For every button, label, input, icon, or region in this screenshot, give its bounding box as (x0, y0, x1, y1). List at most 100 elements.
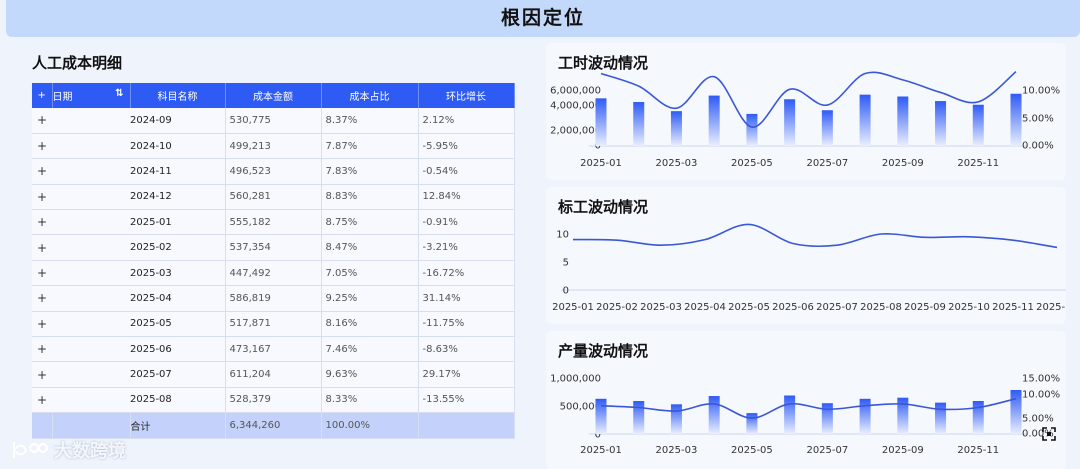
y-left-tick-label: 6,000,000 (550, 86, 601, 97)
bar[interactable] (746, 113, 758, 146)
expand-icon[interactable] (1040, 427, 1058, 445)
bar[interactable] (1010, 390, 1022, 434)
y-left-tick-label: 1,000,000 (550, 374, 601, 385)
table-row[interactable]: +2025-08 528,379 8.33% -13.55% (32, 387, 515, 414)
table-row[interactable]: +2024-12 560,281 8.83% 12.84% (32, 184, 515, 211)
bar[interactable] (821, 403, 833, 434)
y-left-tick-label: 500,000 (560, 402, 601, 413)
expand-row-button[interactable]: + (32, 234, 52, 261)
output-chart-title: 产量波动情况 (558, 342, 649, 360)
bar[interactable] (897, 96, 909, 147)
bar[interactable] (708, 95, 720, 146)
bar[interactable] (859, 94, 871, 146)
cell-name (52, 108, 130, 134)
sort-icon[interactable]: ⇅ (115, 88, 124, 99)
cell-amount: 517,871 (225, 311, 322, 338)
bar[interactable] (935, 101, 947, 146)
expand-all-button[interactable]: + (32, 83, 53, 108)
bar[interactable] (784, 99, 796, 146)
cell-date: 2024-09 (130, 108, 226, 134)
column-cost-ratio[interactable]: 成本占比 (321, 83, 419, 108)
x-tick-label: 2025-10 (948, 302, 990, 313)
cell-amount: 473,167 (225, 336, 322, 363)
cell-name (52, 260, 130, 287)
series-line (572, 223, 1058, 249)
table-row[interactable]: +2024-11 496,523 7.83% -0.54% (32, 158, 515, 185)
table-row[interactable]: +2024-10 499,213 7.87% -5.95% (32, 133, 515, 160)
cell-name (52, 209, 130, 236)
bar[interactable] (670, 404, 682, 434)
bar[interactable] (670, 111, 682, 146)
expand-row-button[interactable]: + (32, 311, 52, 338)
column-cost-amount[interactable]: 成本金额 (225, 83, 322, 108)
expand-row-button[interactable]: + (32, 133, 52, 160)
brand-name: 大数跨境 (54, 441, 126, 462)
bar[interactable] (897, 397, 909, 434)
work-hours-chart-title: 工时波动情况 (558, 54, 649, 72)
cell-amount: 586,819 (225, 285, 322, 312)
cell-name (52, 158, 130, 185)
cell-ratio: 8.33% (321, 387, 419, 414)
y-left-tick-label: 4,000,000 (550, 101, 601, 112)
x-tick-label: 2025-03 (656, 158, 698, 169)
bar[interactable] (935, 402, 947, 434)
bar[interactable] (859, 398, 871, 434)
bar[interactable] (708, 396, 720, 434)
cell-amount: 499,213 (225, 133, 322, 160)
bar[interactable] (821, 110, 833, 146)
bar[interactable] (633, 401, 645, 434)
cell-ratio: 7.83% (321, 158, 419, 185)
cell-date: 2025-03 (130, 260, 226, 287)
cell-name (52, 133, 130, 160)
expand-row-button[interactable]: + (32, 209, 52, 236)
expand-row-button[interactable]: + (32, 361, 52, 388)
table-header-row: + 日期 ⇅ 科目名称 成本金额 成本占比 环比增长 (32, 83, 515, 108)
table-row[interactable]: +2025-03 447,492 7.05% -16.72% (32, 260, 515, 287)
expand-row-button[interactable]: + (32, 184, 52, 211)
standard-hours-chart-card: 10 5 0 2025-01 2025-02 2025-03 2025-04 2025-05 2… (546, 187, 1066, 324)
bar[interactable] (633, 102, 645, 146)
y-right-tick-label: 5.00% (1022, 414, 1054, 425)
bar[interactable] (972, 401, 984, 434)
bar[interactable] (784, 395, 796, 435)
table-row[interactable]: +2025-01 555,182 8.75% -0.91% (32, 209, 515, 236)
cell-date: 2024-12 (130, 184, 226, 211)
brand-watermark: 大数跨境 (10, 437, 126, 463)
table-row[interactable]: +2025-05 517,871 8.16% -11.75% (32, 311, 515, 338)
y-right-tick-label: 10.00% (1022, 86, 1060, 97)
table-row[interactable]: +2024-09 530,775 8.37% 2.12% (32, 108, 515, 134)
y-left-tick-label: 0 (563, 286, 569, 297)
table-row[interactable]: +2025-07 611,204 9.63% 29.17% (32, 361, 515, 388)
y-right-tick-label: 10.00% (1022, 390, 1060, 401)
bar[interactable] (972, 104, 984, 146)
cell-ratio: 8.16% (321, 311, 419, 338)
cell-growth: 29.17% (418, 361, 515, 388)
expand-row-button[interactable]: + (32, 158, 52, 185)
table-row[interactable]: +2025-06 473,167 7.46% -8.63% (32, 336, 515, 363)
bar[interactable] (746, 413, 758, 434)
column-mom-growth[interactable]: 环比增长 (418, 83, 515, 108)
table-row[interactable]: +2025-02 537,354 8.47% -3.21% (32, 234, 515, 261)
expand-row-button[interactable]: + (32, 285, 52, 312)
column-date[interactable]: 日期 ⇅ (52, 83, 131, 108)
table-row[interactable]: +2025-04 586,819 9.25% 31.14% (32, 285, 515, 312)
expand-row-button[interactable]: + (32, 387, 52, 414)
expand-row-button[interactable]: + (32, 336, 52, 363)
x-tick-label: 2025-09 (882, 445, 924, 456)
x-tick-label: 2025-07 (806, 445, 848, 456)
y-right-tick-label: 0.00% (1022, 429, 1054, 440)
expand-row-button[interactable]: + (32, 260, 52, 287)
labor-detail-table: + 日期 ⇅ 科目名称 成本金额 成本占比 环比增长 +2024-09 530,7… (32, 83, 515, 440)
series-line (600, 397, 1017, 419)
cell-name (52, 285, 130, 312)
cell-ratio: 8.83% (321, 184, 419, 211)
x-tick-label: 2025-12 (1036, 302, 1066, 313)
x-tick-label: 2025-07 (806, 158, 848, 169)
expand-row-button[interactable]: + (32, 108, 52, 134)
bar[interactable] (1010, 93, 1022, 146)
bar[interactable] (595, 398, 607, 434)
bar[interactable] (595, 98, 607, 146)
column-account-name[interactable]: 科目名称 (130, 83, 226, 108)
work-hours-chart-card: 6,000,0004,000,0002,000,000010.00%5.00%0… (546, 43, 1066, 180)
